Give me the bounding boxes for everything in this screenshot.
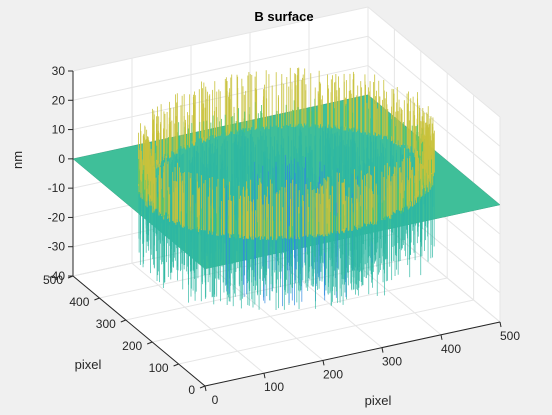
y-axis-label: pixel (75, 357, 102, 372)
x-tick-label: 400 (441, 342, 461, 356)
y-tick-mark (173, 363, 179, 367)
y-tick-mark (120, 319, 126, 323)
tick-labels: -40-30-20-100102030010020030040050001002… (43, 64, 520, 407)
x-tick-label: 100 (264, 380, 284, 394)
y-axis-line (72, 275, 206, 387)
x-tick-label: 300 (382, 355, 402, 369)
z-tick-label: 10 (52, 123, 66, 137)
grid-line (152, 277, 448, 343)
y-tick-label: 400 (69, 295, 89, 309)
z-tick-label: -40 (48, 269, 66, 283)
surface-layer (72, 67, 501, 310)
z-tick-label: 20 (52, 93, 66, 107)
z-tick-label: -30 (48, 240, 66, 254)
x-tick-mark (499, 321, 502, 328)
grid-line (72, 6, 369, 72)
grid-line (367, 6, 501, 118)
grid-line (72, 35, 369, 101)
y-tick-mark (147, 341, 153, 345)
z-tick-label: 30 (52, 64, 66, 78)
grid-line (367, 35, 501, 147)
x-tick-mark (263, 373, 266, 379)
x-tick-label: 500 (500, 329, 520, 343)
grid-line (178, 299, 474, 365)
y-tick-mark (199, 385, 206, 389)
y-tick-label: 0 (188, 383, 195, 397)
x-tick-label: 0 (212, 393, 219, 407)
y-tick-label: 200 (122, 339, 142, 353)
x-tick-mark (381, 347, 384, 353)
x-axis-label: pixel (365, 393, 392, 408)
x-tick-mark (322, 360, 325, 366)
x-tick-mark (440, 334, 443, 340)
y-tick-label: 500 (43, 273, 63, 287)
x-tick-label: 200 (323, 367, 343, 381)
floor-panel (73, 212, 500, 386)
grid-line (367, 65, 501, 176)
y-tick-mark (67, 275, 74, 279)
y-tick-label: 100 (149, 361, 169, 375)
y-tick-label: 300 (96, 317, 116, 331)
z-axis-label: nm (10, 151, 25, 169)
x-axis-line (204, 321, 501, 387)
rim-spikes (138, 67, 435, 241)
chart-title: B surface (254, 9, 313, 24)
z-tick-label: 0 (58, 152, 65, 166)
z-tick-label: -20 (48, 210, 66, 224)
x-tick-mark (204, 385, 207, 392)
z-tick-label: -10 (48, 181, 66, 195)
grid-line (131, 262, 265, 374)
axis-lines (67, 70, 502, 392)
y-tick-mark (94, 297, 100, 301)
